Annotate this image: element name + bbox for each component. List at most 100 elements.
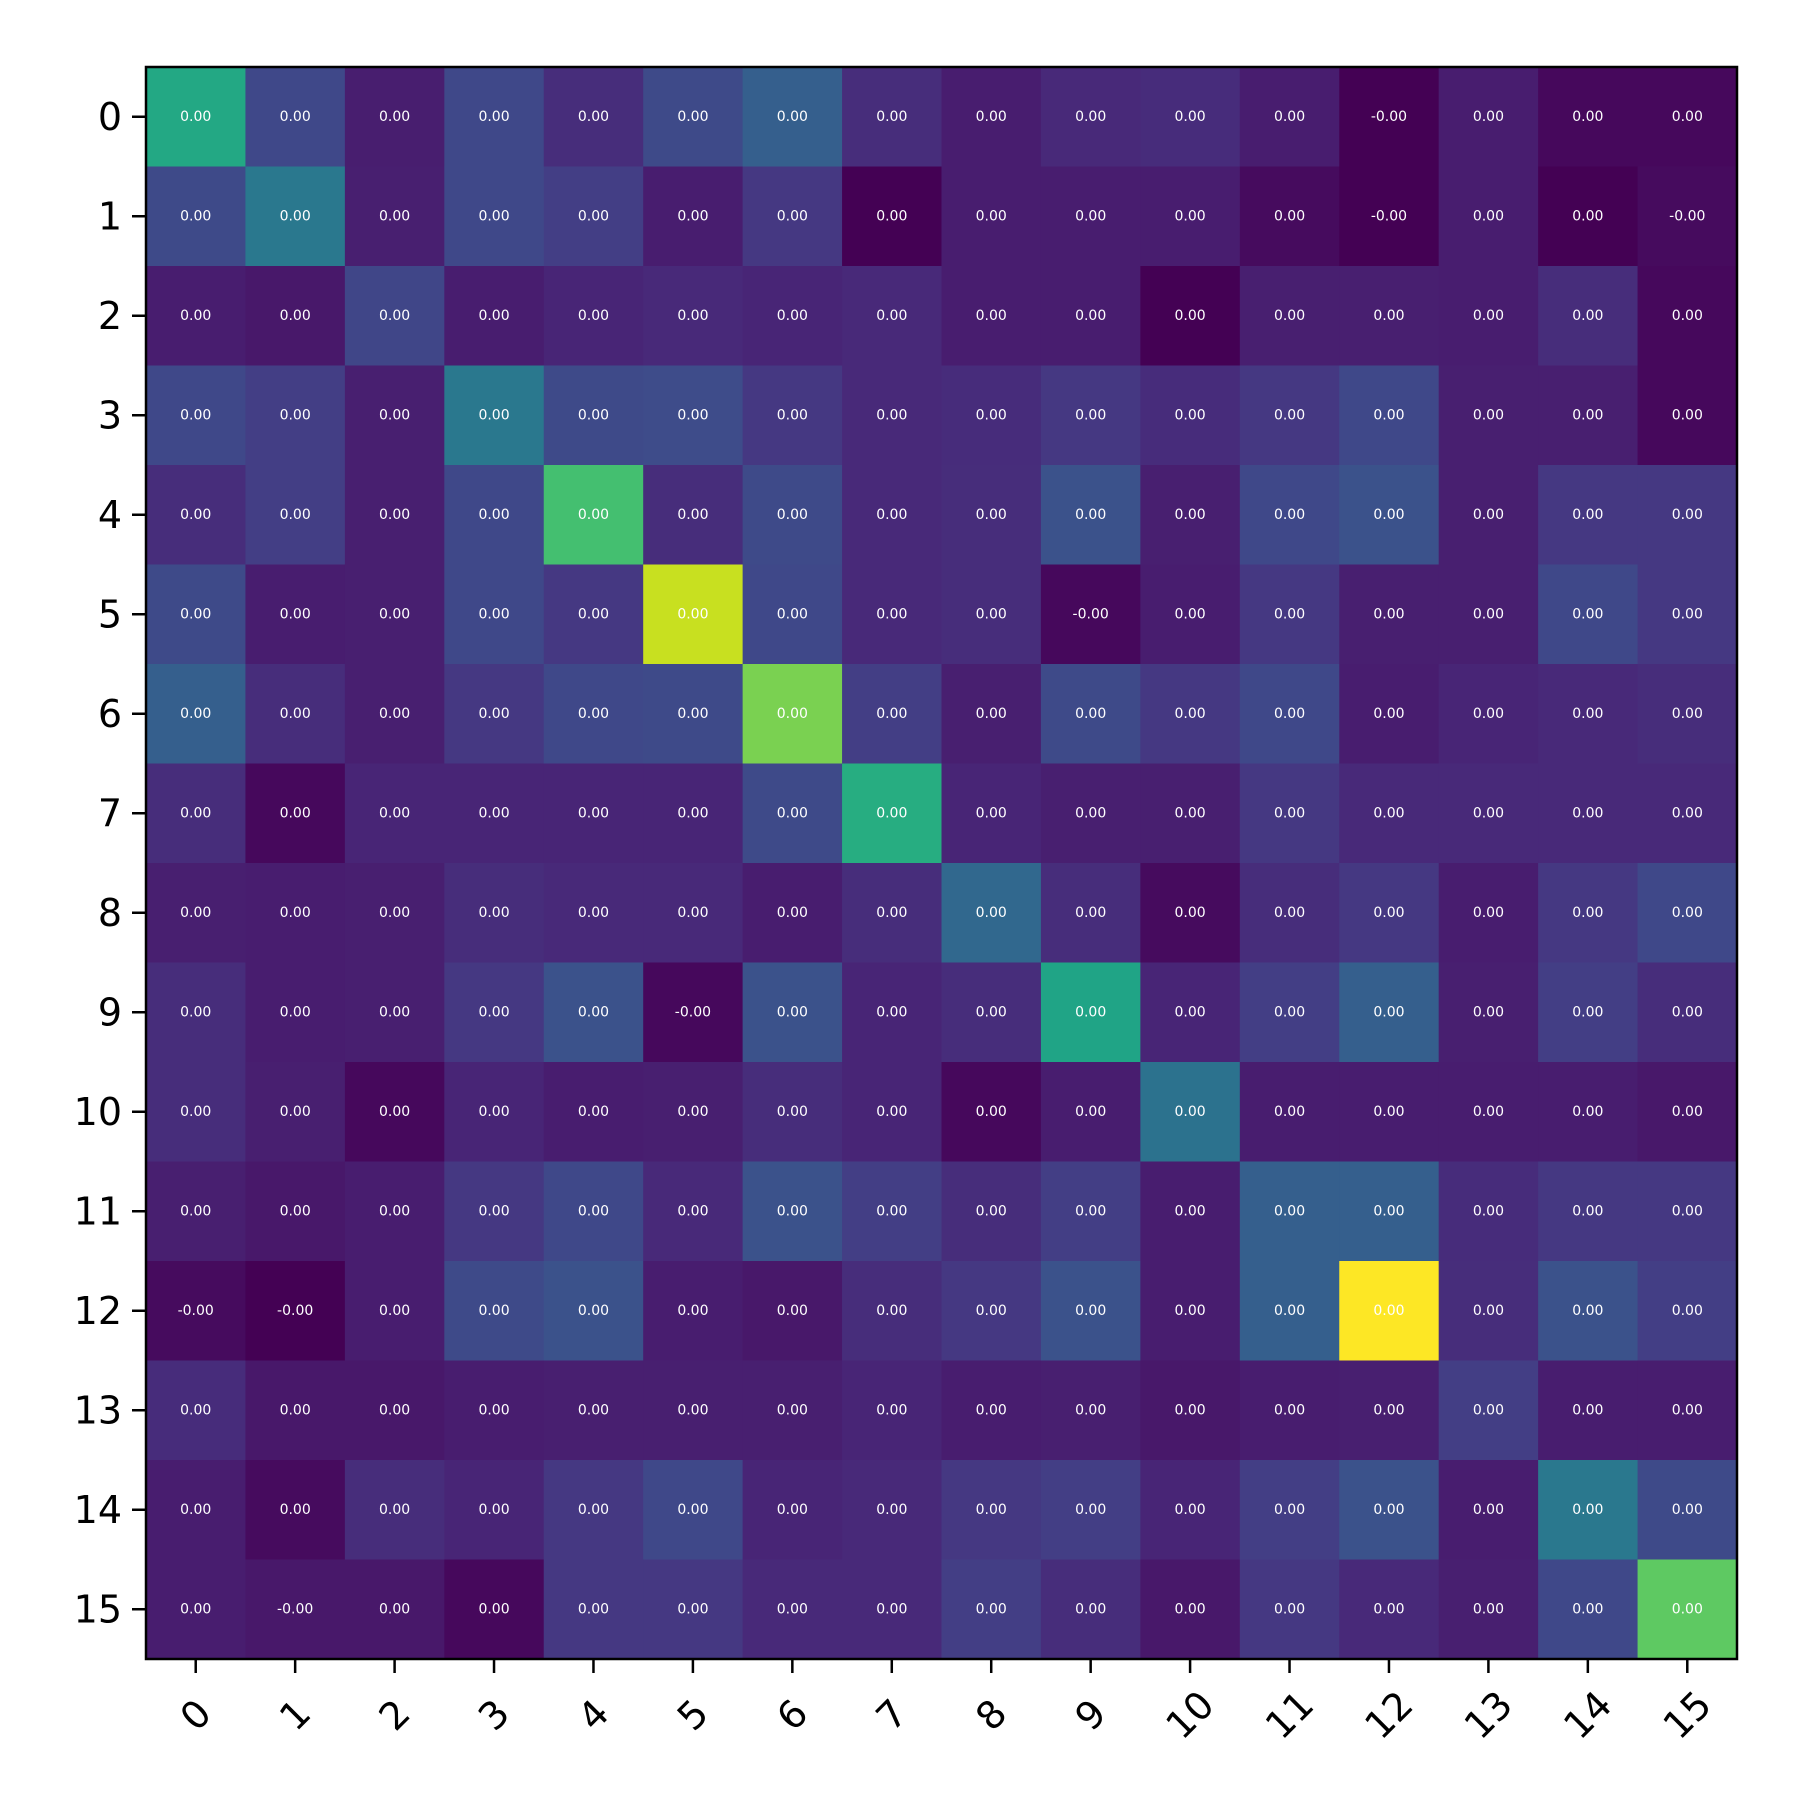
heatmap-cell — [842, 1559, 943, 1660]
heatmap-cell — [146, 763, 247, 864]
cell-value-label: -0.00 — [1371, 208, 1407, 224]
heatmap-cell — [643, 67, 744, 168]
heatmap-cell — [1239, 962, 1340, 1063]
heatmap-cell — [543, 564, 644, 665]
cell-value-label: 0.00 — [876, 1004, 907, 1020]
heatmap-cell — [643, 1062, 744, 1163]
heatmap-cell — [146, 1261, 247, 1362]
cell-value-label: 0.00 — [180, 805, 211, 821]
cell-value-label: 0.00 — [1572, 1502, 1603, 1518]
cell-value-label: 0.00 — [478, 606, 509, 622]
heatmap-cell — [146, 564, 247, 665]
cell-value-label: 0.00 — [1672, 905, 1703, 921]
heatmap-cell — [1637, 166, 1738, 267]
cell-value-label: 0.00 — [1473, 1402, 1504, 1418]
heatmap-cell — [444, 564, 545, 665]
heatmap-cell — [941, 166, 1042, 267]
heatmap-cell — [1239, 564, 1340, 665]
heatmap-cell — [543, 863, 644, 964]
heatmap-cell — [1637, 1261, 1738, 1362]
heatmap-cell — [643, 1261, 744, 1362]
cell-value-label: 0.00 — [1175, 706, 1206, 722]
heatmap-cell — [543, 67, 644, 168]
cell-value-label: 0.00 — [280, 1502, 311, 1518]
cell-value-label: 0.00 — [578, 1203, 609, 1219]
heatmap-cell — [344, 365, 445, 466]
cell-value-label: 0.00 — [1473, 1203, 1504, 1219]
heatmap-cell — [344, 564, 445, 665]
heatmap-cell — [1339, 962, 1440, 1063]
heatmap-cell — [1438, 564, 1539, 665]
cell-value-label: 0.00 — [1175, 1004, 1206, 1020]
cell-value-label: 0.00 — [578, 1402, 609, 1418]
cell-value-label: 0.00 — [578, 905, 609, 921]
cell-value-label: 0.00 — [180, 109, 211, 125]
cell-value-label: 0.00 — [180, 507, 211, 523]
heatmap-cell — [146, 962, 247, 1063]
heatmap-cell — [1140, 166, 1241, 267]
heatmap-cell — [742, 763, 843, 864]
cell-value-label: 0.00 — [280, 805, 311, 821]
heatmap-cell — [1040, 1559, 1141, 1660]
heatmap-cell — [1239, 664, 1340, 765]
cell-value-label: 0.00 — [280, 706, 311, 722]
heatmap-cell — [1339, 266, 1440, 367]
heatmap-cell — [941, 1261, 1042, 1362]
cell-value-label: 0.00 — [777, 1004, 808, 1020]
heatmap-cell — [1637, 1559, 1738, 1660]
heatmap-cell — [344, 1559, 445, 1660]
heatmap-cell — [842, 863, 943, 964]
cell-value-label: 0.00 — [976, 706, 1007, 722]
cell-value-label: 0.00 — [777, 507, 808, 523]
heatmap-cell — [1339, 564, 1440, 665]
cell-value-label: 0.00 — [1572, 1303, 1603, 1319]
cell-value-label: 0.00 — [478, 1104, 509, 1120]
heatmap-cell — [1637, 67, 1738, 168]
cell-value-label: 0.00 — [379, 308, 410, 324]
heatmap-cell — [1538, 465, 1639, 566]
cell-value-label: 0.00 — [976, 407, 1007, 423]
heatmap-cell — [643, 465, 744, 566]
cell-value-label: 0.00 — [1473, 407, 1504, 423]
cell-value-label: 0.00 — [379, 208, 410, 224]
cell-value-label: 0.00 — [1572, 805, 1603, 821]
cell-value-label: 0.00 — [1175, 1104, 1206, 1120]
cell-value-label: 0.00 — [478, 208, 509, 224]
heatmap-cell — [1339, 1261, 1440, 1362]
heatmap-cell — [643, 166, 744, 267]
heatmap-cell — [1040, 962, 1141, 1063]
cell-value-label: 0.00 — [1175, 905, 1206, 921]
cell-value-label: 0.00 — [1175, 308, 1206, 324]
heatmap-cell — [444, 166, 545, 267]
cell-value-label: 0.00 — [1572, 109, 1603, 125]
cell-value-label: 0.00 — [1672, 1004, 1703, 1020]
heatmap-cell — [643, 1460, 744, 1561]
heatmap-cell — [742, 166, 843, 267]
heatmap-cell — [245, 166, 346, 267]
y-tick-label: 6 — [98, 692, 122, 736]
cell-value-label: 0.00 — [578, 1004, 609, 1020]
x-tick-label: 2 — [370, 1691, 418, 1739]
heatmap-cell — [245, 266, 346, 367]
heatmap-cell — [245, 465, 346, 566]
heatmap-cell — [742, 365, 843, 466]
cell-value-label: 0.00 — [280, 1004, 311, 1020]
heatmap-cell — [842, 1360, 943, 1461]
heatmap-cells — [146, 67, 1738, 1660]
cell-value-label: 0.00 — [578, 208, 609, 224]
cell-value-label: 0.00 — [777, 407, 808, 423]
heatmap-cell — [1538, 1360, 1639, 1461]
heatmap-cell — [1438, 763, 1539, 864]
heatmap-cell — [444, 962, 545, 1063]
cell-value-label: 0.00 — [478, 706, 509, 722]
cell-value-label: 0.00 — [876, 109, 907, 125]
cell-value-label: 0.00 — [677, 109, 708, 125]
heatmap-cell — [643, 1161, 744, 1262]
cell-value-label: 0.00 — [1075, 1203, 1106, 1219]
cell-value-label: 0.00 — [876, 1502, 907, 1518]
heatmap-cell — [1339, 763, 1440, 864]
heatmap-cell — [643, 266, 744, 367]
heatmap-cell — [543, 266, 644, 367]
cell-value-label: 0.00 — [1373, 805, 1404, 821]
